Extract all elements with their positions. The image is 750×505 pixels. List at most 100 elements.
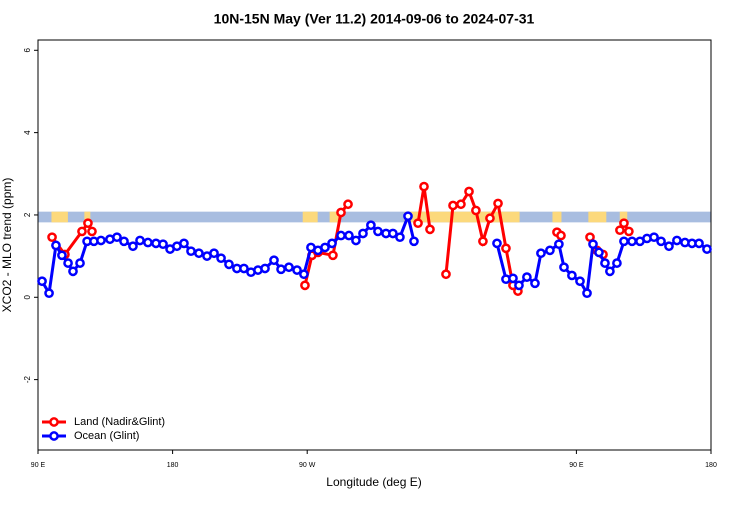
data-point [366,220,376,231]
y-tick-label: -2 [23,376,32,384]
data-point [619,218,629,229]
data-point [320,242,330,253]
data-point [299,269,309,280]
data-point [409,236,419,247]
y-tick-label: 4 [23,130,32,135]
highlight-region [552,211,562,223]
data-point [464,186,474,197]
data-point [343,199,353,210]
data-point [582,288,592,299]
data-point [567,270,577,281]
data-point [508,273,518,284]
data-point [47,232,57,243]
data-point [672,235,682,246]
data-point [624,226,634,237]
data-point [63,258,73,268]
data-point [87,226,97,237]
data-point [209,248,219,259]
data-point [300,280,310,291]
y-axis-label: XCO2 - MLO trend (ppm) [0,178,14,313]
y-tick-label: 0 [23,295,32,300]
data-point [492,238,502,249]
data-point [441,269,451,280]
data-point [556,230,566,241]
data-point [37,276,47,287]
data-point [575,276,585,287]
data-point [327,238,337,249]
data-point [83,218,93,229]
data-point [554,239,564,250]
highlight-region [329,211,341,223]
data-point [336,207,346,218]
data-point [179,238,189,249]
data-point [358,228,368,239]
data-point [530,278,540,289]
highlight-region [619,211,628,223]
data-point [627,236,637,247]
data-point [594,247,604,258]
data-point [615,225,625,236]
data-point [388,228,398,239]
data-point [522,272,532,282]
highlight-region [588,211,607,223]
data-point [68,266,78,277]
x-axis-label: Longitude (deg E) [326,475,421,489]
data-point [351,235,361,246]
data-point [143,237,153,248]
data-point [403,211,413,222]
data-point [656,236,666,247]
x-tick-label: 90 E [31,462,46,469]
data-point [536,248,546,259]
data-point [135,235,145,246]
plot-frame [37,39,712,451]
data-point [336,230,346,241]
data-point [664,241,674,252]
data-point [501,243,511,254]
x-tick-label: 90 E [569,462,584,469]
data-point [600,258,610,268]
data-point [276,264,286,275]
data-point [239,263,249,274]
y-tick-label: 6 [23,48,32,53]
data-point [328,250,338,261]
highlight-region [302,211,318,223]
data-point [75,258,85,268]
data-point [456,199,466,210]
data-point [186,246,196,257]
data-point [112,232,122,243]
legend-marker [49,431,59,441]
data-point [284,262,294,273]
data-point [119,236,129,247]
data-point [612,258,622,268]
reference-band [38,211,711,223]
data-point [413,218,423,229]
data-point [493,198,503,209]
data-point [545,245,555,256]
highlight-region [84,211,91,223]
data-point [605,266,615,277]
legend-label: Land (Nadir&Glint) [74,416,165,428]
legend-label: Ocean (Glint) [74,430,139,442]
highlight-region [51,211,68,223]
data-point [269,255,279,266]
data-point [649,232,659,243]
data-point [194,248,204,259]
highlight-region [404,211,520,223]
data-point [559,262,569,273]
data-point [425,224,435,235]
y-tick-label: 2 [23,212,32,217]
x-tick-label: 180 [705,462,717,469]
data-point [485,213,495,224]
x-tick-label: 180 [167,462,179,469]
data-point [373,226,383,237]
data-point [619,236,629,247]
data-point [96,235,106,246]
data-point [514,280,524,291]
data-point [702,244,712,254]
data-point [419,181,429,192]
data-point [395,232,405,243]
data-point [448,200,458,211]
data-point [588,239,598,250]
